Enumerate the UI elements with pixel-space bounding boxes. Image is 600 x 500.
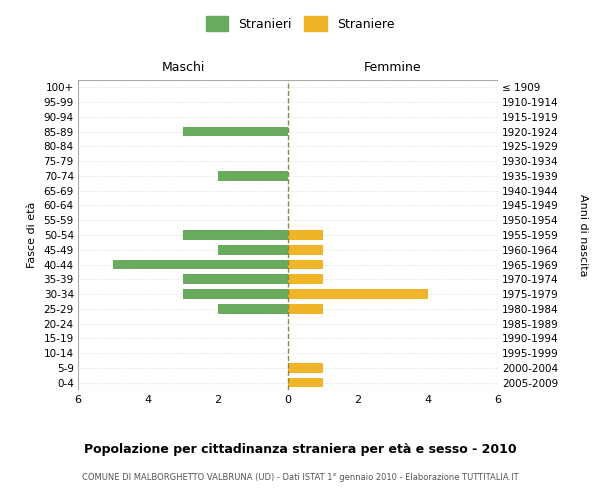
Bar (288, 274, 323, 284)
Bar (288, 378, 323, 388)
Bar (288, 230, 323, 240)
Text: COMUNE DI MALBORGHETTO VALBRUNA (UD) - Dati ISTAT 1° gennaio 2010 - Elaborazione: COMUNE DI MALBORGHETTO VALBRUNA (UD) - D… (82, 472, 518, 482)
Bar (113, 260, 288, 270)
Text: Popolazione per cittadinanza straniera per età e sesso - 2010: Popolazione per cittadinanza straniera p… (83, 442, 517, 456)
Legend: Stranieri, Straniere: Stranieri, Straniere (206, 16, 394, 30)
Y-axis label: Fasce di età: Fasce di età (26, 202, 37, 268)
Y-axis label: Anni di nascita: Anni di nascita (578, 194, 589, 276)
Text: Maschi: Maschi (161, 61, 205, 74)
Bar (288, 260, 323, 270)
Bar (183, 274, 288, 284)
Bar (218, 304, 288, 314)
Bar (288, 289, 428, 299)
Bar (183, 127, 288, 136)
Bar (288, 363, 323, 372)
Bar (183, 230, 288, 240)
Bar (288, 245, 323, 254)
Bar (183, 289, 288, 299)
Bar (218, 171, 288, 180)
Text: Femmine: Femmine (364, 61, 422, 74)
Bar (218, 245, 288, 254)
Bar (288, 304, 323, 314)
